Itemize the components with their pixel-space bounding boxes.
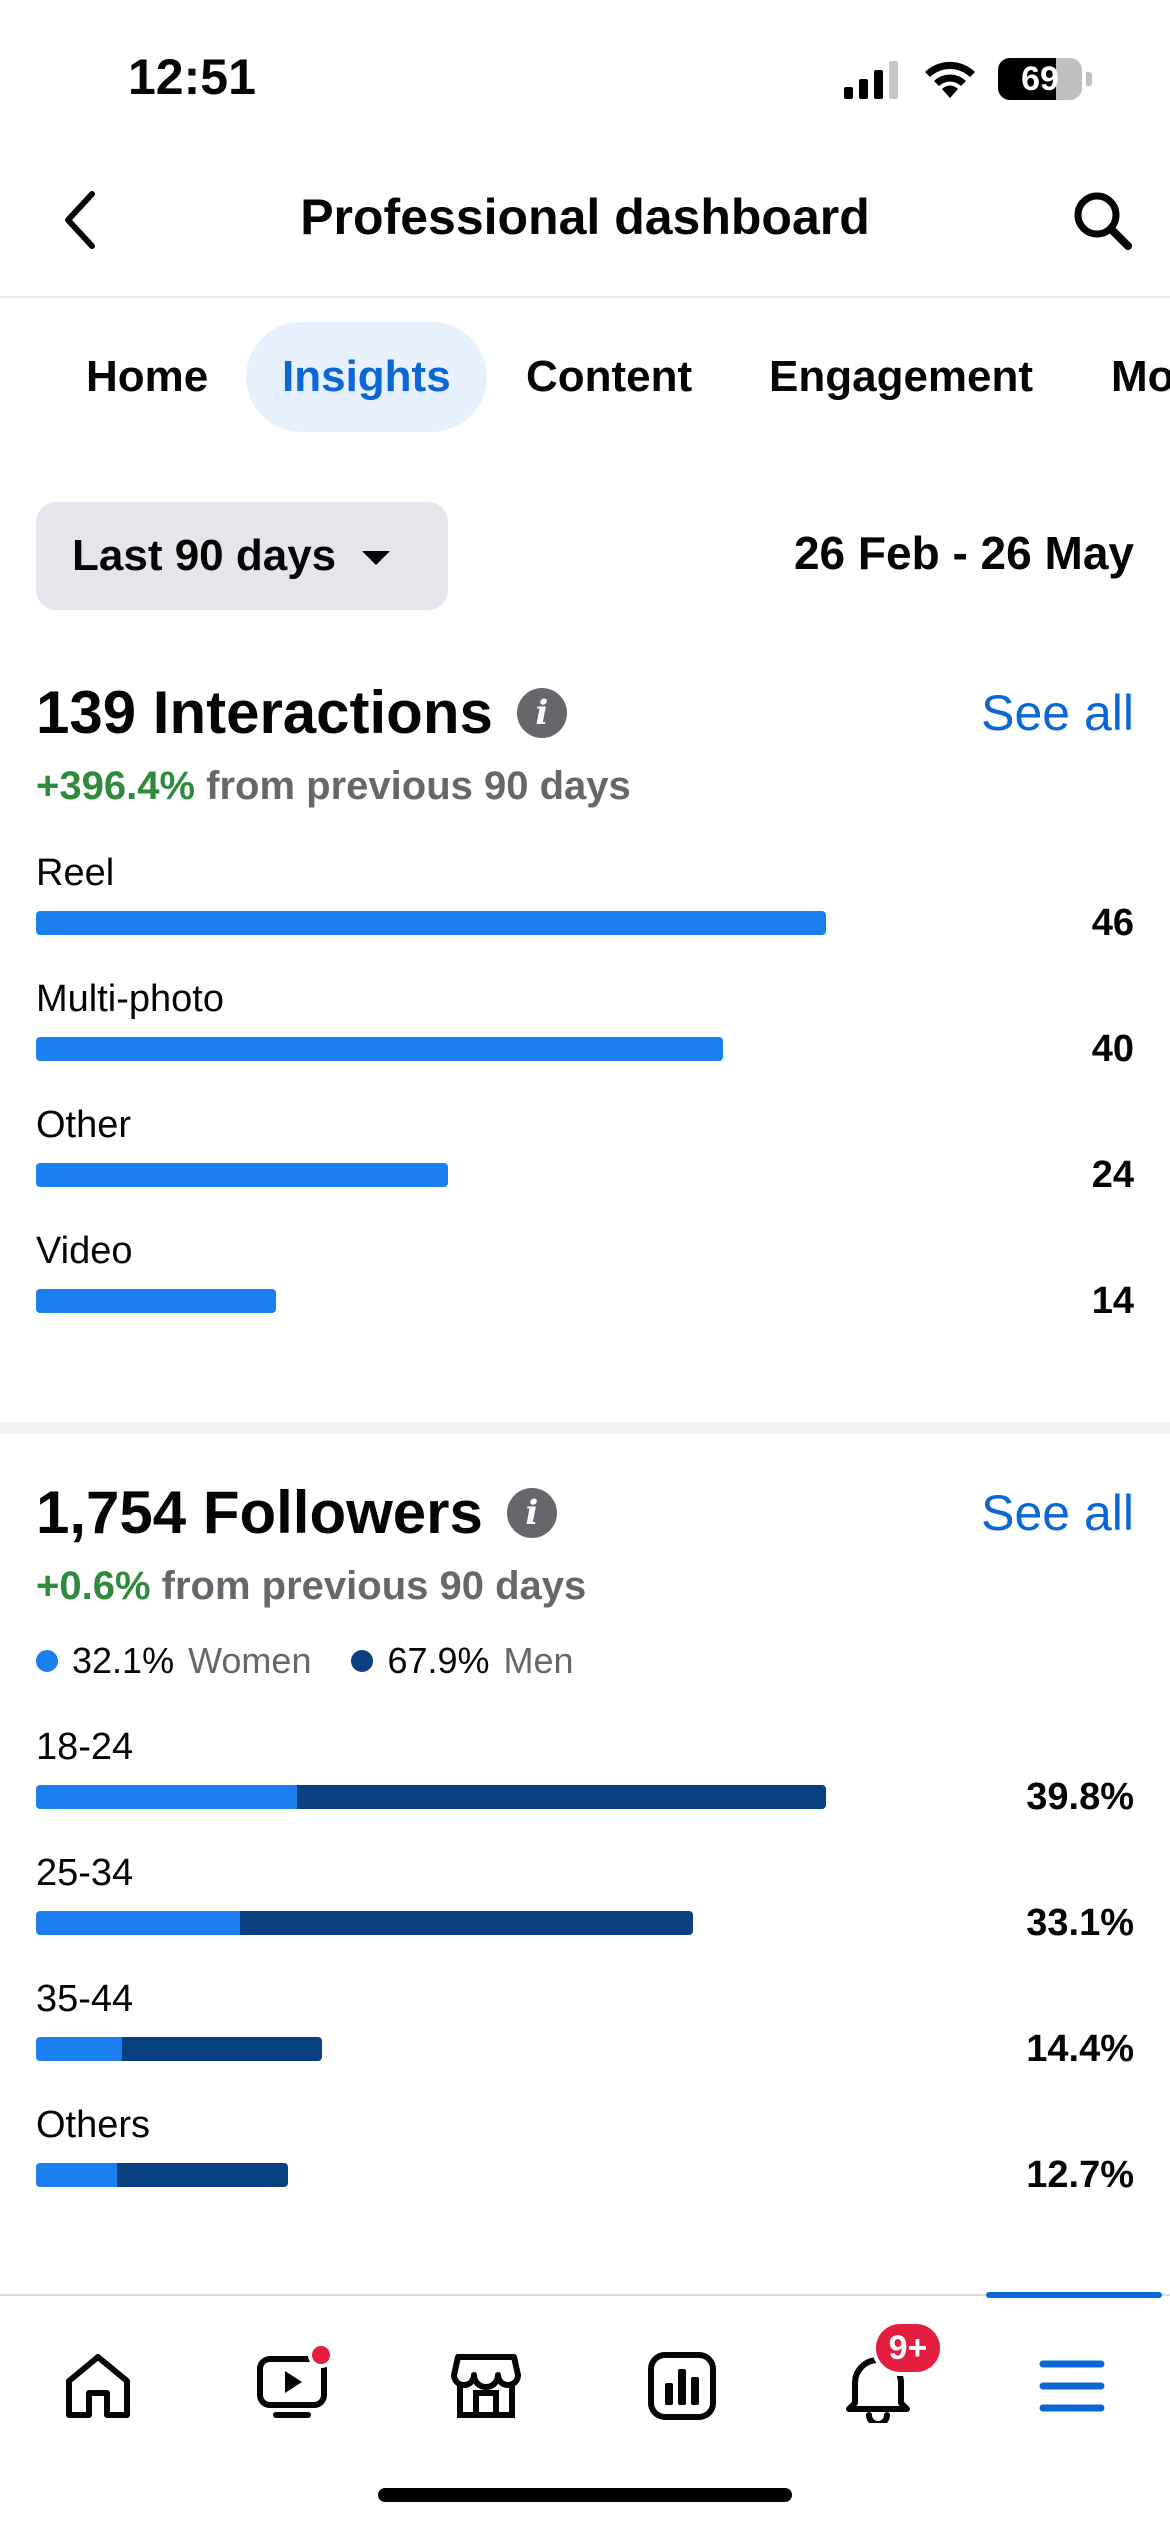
age-row-label: Others (36, 2104, 151, 2146)
women-legend-dot (36, 1650, 58, 1672)
interactions-delta: +396.4% from previous 90 days (36, 764, 631, 809)
video-tab[interactable] (242, 2336, 342, 2436)
men-bar-segment (121, 2037, 322, 2061)
interaction-bar-fill (36, 1289, 277, 1313)
top-app-bar: Professional dashboard (0, 150, 1170, 298)
page-title: Professional dashboard (300, 189, 870, 245)
marketplace-icon (451, 2354, 521, 2418)
interaction-row-label: Multi-photo (36, 978, 224, 1020)
tab-engagement[interactable]: Engagement (769, 352, 1034, 401)
interaction-row-label: Reel (36, 852, 115, 894)
dashboard-tab[interactable] (632, 2336, 732, 2436)
interaction-row-value: 40 (1091, 1028, 1134, 1070)
chevron-left-icon (65, 191, 95, 249)
interaction-row-value: 24 (1091, 1154, 1134, 1196)
age-row-value: 39.8% (1026, 1776, 1134, 1818)
status-bar: 12:51 69 (0, 0, 1170, 150)
notifications-tab[interactable]: 9+ (828, 2320, 944, 2436)
video-icon (257, 2356, 327, 2418)
interaction-bar-fill (36, 1163, 449, 1187)
interactions-title: 139 Interactions (36, 679, 493, 746)
caret-down-icon (362, 551, 391, 565)
interactions-see-all-link[interactable]: See all (981, 685, 1134, 741)
women-bar-segment (36, 2163, 117, 2187)
info-icon[interactable]: i (506, 1487, 557, 1538)
battery-level: 69 (1021, 59, 1059, 98)
tab-insights[interactable]: Insights (246, 322, 487, 432)
age-row-label: 25-34 (36, 1852, 134, 1894)
menu-tab[interactable] (1022, 2336, 1122, 2436)
interactions-delta-text: from previous 90 days (206, 764, 631, 808)
interaction-bar-fill (36, 1037, 723, 1061)
video-notification-dot (308, 2342, 334, 2368)
interaction-row-value: 14 (1091, 1280, 1134, 1322)
women-legend-pct: 32.1% (72, 1640, 175, 1681)
home-indicator (378, 2488, 792, 2502)
menu-icon (1039, 2360, 1105, 2412)
tab-home[interactable]: Home (86, 352, 209, 401)
notifications-badge: 9+ (872, 2320, 944, 2376)
men-legend-pct: 67.9% (387, 1640, 490, 1681)
interaction-row-label: Other (36, 1104, 132, 1146)
tab-more[interactable]: Mo (1111, 352, 1170, 401)
status-time: 12:51 (128, 49, 256, 105)
search-icon (1074, 192, 1132, 250)
interaction-row-label: Video (36, 1230, 133, 1272)
women-bar-segment (36, 1785, 297, 1809)
followers-section-title: 1,754 Followers i (36, 1478, 557, 1547)
men-bar-segment (239, 1911, 693, 1935)
wifi-icon (925, 61, 975, 98)
age-row-label: 35-44 (36, 1978, 134, 2020)
interaction-row-value: 46 (1091, 902, 1134, 944)
age-row-value: 33.1% (1026, 1902, 1134, 1944)
followers-see-all-link[interactable]: See all (981, 1485, 1134, 1541)
home-icon (66, 2354, 130, 2418)
marketplace-tab[interactable] (436, 2336, 536, 2436)
age-row-value: 14.4% (1026, 2028, 1134, 2070)
women-legend-label: Women (188, 1640, 312, 1681)
age-row-value: 12.7% (1026, 2154, 1134, 2196)
cellular-signal-icon (844, 61, 898, 99)
date-range-dropdown[interactable]: Last 90 days (36, 502, 448, 610)
age-row-label: 18-24 (36, 1726, 134, 1768)
info-icon[interactable]: i (516, 687, 567, 738)
active-tab-indicator (986, 2292, 1162, 2298)
date-range-text: 26 Feb - 26 May (793, 527, 1134, 579)
men-legend-dot (351, 1650, 374, 1672)
interactions-section-title: 139 Interactions i (36, 678, 567, 747)
gender-legend: 32.1% Women 67.9% Men (36, 1640, 614, 1682)
search-button[interactable] (1062, 180, 1142, 260)
tab-content[interactable]: Content (526, 352, 693, 401)
men-bar-segment (116, 2163, 289, 2187)
date-range-dropdown-label: Last 90 days (72, 531, 337, 580)
men-legend-label: Men (503, 1640, 574, 1681)
section-divider (0, 1422, 1170, 1434)
home-tab[interactable] (48, 2336, 148, 2436)
interactions-delta-value: +396.4% (36, 764, 196, 808)
back-button[interactable] (40, 180, 120, 260)
status-icons: 69 (842, 54, 1092, 104)
dashboard-icon (648, 2352, 716, 2420)
dashboard-tabs: Home Insights Content Engagement Mo (0, 322, 1170, 432)
men-bar-segment (296, 1785, 826, 1809)
battery-icon: 69 (998, 58, 1082, 100)
followers-delta-text: from previous 90 days (161, 1564, 587, 1608)
interaction-bar-fill (36, 911, 826, 935)
followers-delta: +0.6% from previous 90 days (36, 1564, 586, 1609)
followers-title: 1,754 Followers (36, 1479, 483, 1546)
women-bar-segment (36, 1911, 240, 1935)
women-bar-segment (36, 2037, 122, 2061)
followers-delta-value: +0.6% (36, 1564, 151, 1608)
